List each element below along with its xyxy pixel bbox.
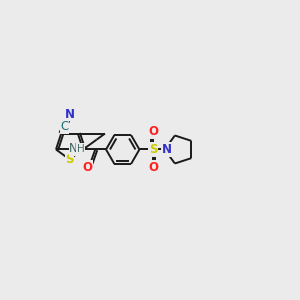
Text: N: N — [162, 143, 172, 156]
Text: N: N — [65, 107, 75, 121]
Text: N: N — [69, 142, 78, 155]
Text: O: O — [148, 125, 158, 138]
Text: S: S — [149, 143, 158, 156]
Text: S: S — [65, 153, 74, 166]
Text: N: N — [162, 143, 172, 156]
Text: O: O — [82, 161, 92, 174]
Text: O: O — [148, 161, 158, 174]
Text: C: C — [60, 120, 69, 133]
Text: H: H — [76, 143, 84, 154]
